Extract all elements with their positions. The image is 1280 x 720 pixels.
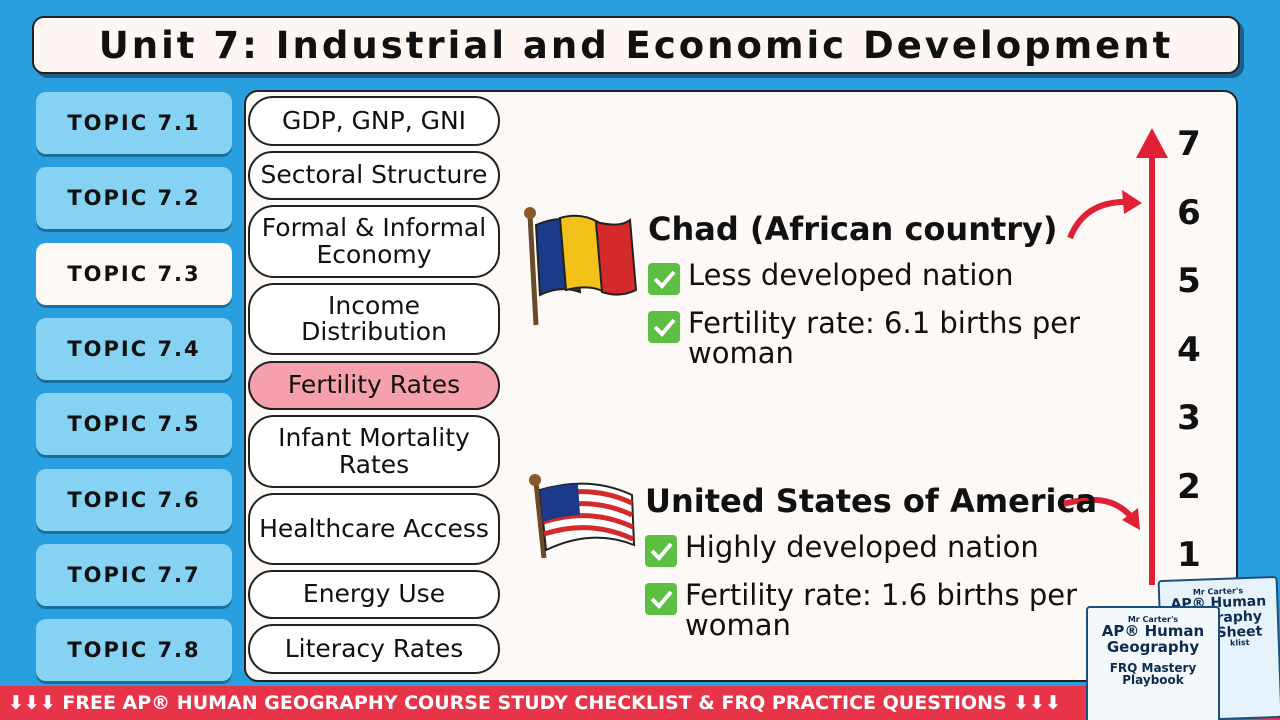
subtopic-pill[interactable]: Energy Use [248, 570, 500, 619]
book-title: FRQ Mastery [1109, 660, 1197, 675]
subtopic-pill[interactable]: Sectoral Structure [248, 151, 500, 200]
check-icon [648, 263, 680, 295]
scale-number: 3 [1177, 398, 1201, 438]
scale-number: 6 [1177, 192, 1201, 233]
check-mark [653, 318, 676, 337]
banner-text[interactable]: ⬇⬇⬇ FREE AP® HUMAN GEOGRAPHY COURSE STUD… [8, 692, 1062, 714]
check-mark [650, 590, 673, 609]
subtopic-pill[interactable]: Infant Mortality Rates [248, 415, 500, 488]
topic-button[interactable]: TOPIC 7.2 [36, 167, 232, 230]
book-title: AP® Human [1101, 622, 1205, 641]
header-title: Unit 7: Industrial and Economic Developm… [98, 23, 1174, 67]
promo-banner[interactable]: ⬇⬇⬇ FREE AP® HUMAN GEOGRAPHY COURSE STUD… [0, 686, 1280, 720]
chad-flag [524, 207, 638, 326]
subtopic-pill[interactable]: Literacy Rates [248, 624, 500, 674]
header: Unit 7: Industrial and Economic Developm… [32, 16, 1240, 74]
topic-button[interactable]: TOPIC 7.5 [36, 393, 232, 456]
topic-button[interactable]: TOPIC 7.7 [36, 543, 232, 606]
country-point: Fertility rate: 6.1 births per woman [688, 306, 1081, 371]
topic-button[interactable]: TOPIC 7.6 [36, 468, 232, 531]
scale-number: 7 [1177, 124, 1201, 164]
country-name: Chad (African country) [648, 210, 1058, 248]
scale-number: 4 [1177, 329, 1201, 370]
check-mark [653, 270, 676, 289]
check-icon [645, 583, 677, 615]
country-point: Less developed nation [688, 258, 1014, 292]
scale-number: 2 [1177, 466, 1201, 507]
book-author: Mr Carter's [1127, 615, 1179, 624]
scale-number: 1 [1177, 535, 1201, 575]
check-mark [650, 542, 673, 561]
country-point: Highly developed nation [685, 530, 1039, 564]
subtopic-pill[interactable]: Formal & Informal Economy [248, 205, 500, 278]
usa-flag [529, 474, 636, 559]
subtopic-pill[interactable]: GDP, GNP, GNI [248, 96, 500, 146]
book-title: Geography [1106, 638, 1200, 657]
topic-button[interactable]: TOPIC 7.4 [36, 317, 232, 380]
check-icon [645, 535, 677, 567]
country-name: United States of America [645, 482, 1098, 520]
subtopic-pill[interactable]: Fertility Rates [248, 361, 500, 410]
topic-button[interactable]: TOPIC 7.3 [36, 242, 232, 305]
topic-button[interactable]: TOPIC 7.1 [36, 92, 232, 154]
subtopic-pill[interactable]: Healthcare Access [248, 493, 500, 565]
book-title: Playbook [1122, 673, 1184, 688]
scale-number: 5 [1177, 261, 1201, 301]
check-icon [648, 311, 680, 343]
book-front[interactable]: Mr Carter's AP® Human Geography FRQ Mast… [1086, 606, 1220, 720]
country-point: Fertility rate: 1.6 births per woman [685, 578, 1078, 643]
subtopic-pill[interactable]: Income Distribution [248, 283, 500, 355]
topic-button[interactable]: TOPIC 7.8 [36, 619, 232, 682]
scale-arrow [1059, 128, 1168, 585]
